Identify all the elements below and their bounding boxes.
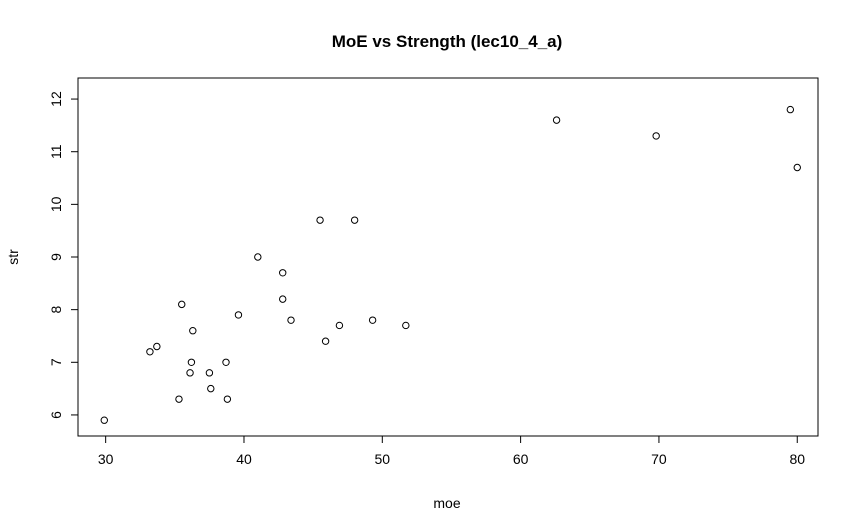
data-point	[223, 395, 232, 403]
data-point	[350, 216, 359, 224]
data-points	[100, 105, 801, 424]
plot-frame	[77, 77, 819, 437]
data-point	[254, 253, 262, 261]
y-tick-label: 10	[48, 196, 64, 212]
y-tick-label: 9	[48, 253, 64, 261]
data-point	[793, 163, 801, 172]
data-point	[335, 321, 344, 330]
y-tick-label: 11	[48, 144, 64, 159]
data-point	[146, 348, 154, 356]
x-tick-label: 70	[651, 451, 667, 467]
data-point	[321, 337, 330, 345]
data-point	[178, 300, 186, 309]
data-point	[279, 269, 287, 277]
data-point	[652, 132, 660, 140]
data-point	[189, 327, 197, 335]
data-point	[316, 216, 324, 224]
x-tick-label: 50	[375, 451, 391, 467]
y-tick-label: 6	[48, 411, 64, 419]
data-point	[175, 395, 183, 403]
data-point	[368, 316, 377, 324]
x-tick-label: 60	[513, 451, 529, 467]
x-tick-label: 40	[236, 451, 252, 467]
data-point	[402, 321, 410, 330]
data-point	[279, 295, 287, 303]
chart-title: MoE vs Strength (lec10_4_a)	[332, 32, 563, 51]
x-tick-label: 80	[789, 451, 805, 467]
y-tick-label: 7	[48, 358, 64, 366]
y-tick-label: 8	[48, 306, 64, 314]
data-point	[187, 358, 196, 366]
y-axis: 6 7 8 9 10 11 12	[48, 91, 79, 419]
y-axis-label: str	[5, 249, 21, 265]
data-point	[186, 369, 194, 377]
data-point	[234, 311, 243, 319]
x-tick-label: 30	[98, 451, 114, 467]
y-tick-label: 12	[48, 91, 64, 107]
x-axis: 30 40 50 60 70 80	[98, 435, 805, 467]
data-point	[552, 116, 561, 124]
data-point	[205, 369, 214, 377]
data-point	[153, 342, 161, 351]
data-point	[287, 316, 295, 324]
data-point	[100, 416, 108, 424]
x-axis-label: moe	[433, 495, 460, 511]
data-point	[786, 105, 795, 114]
data-point	[222, 358, 230, 366]
data-point	[207, 384, 215, 393]
